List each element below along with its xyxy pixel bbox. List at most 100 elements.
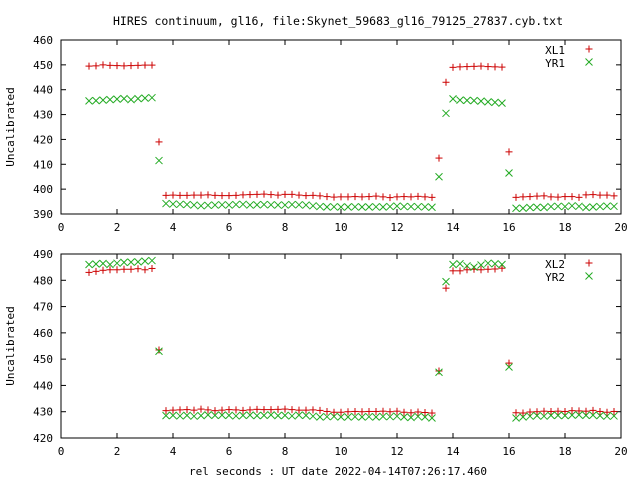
data-point <box>190 406 198 414</box>
data-point <box>344 193 352 201</box>
data-point <box>309 412 317 421</box>
x-tick-label: 10 <box>334 221 347 234</box>
data-point <box>274 191 282 199</box>
data-point <box>596 411 604 420</box>
data-point <box>99 259 107 268</box>
x-tick-label: 20 <box>614 445 627 458</box>
y-tick-label: 420 <box>33 133 53 146</box>
data-point <box>561 411 569 420</box>
data-point <box>484 259 492 268</box>
data-point <box>141 61 149 69</box>
data-point <box>533 408 541 416</box>
data-point <box>442 109 450 118</box>
data-point <box>477 97 485 106</box>
data-point <box>526 412 534 421</box>
data-point <box>414 192 422 200</box>
data-point <box>540 407 548 415</box>
x-tick-label: 18 <box>558 445 571 458</box>
data-point <box>134 94 142 103</box>
data-point <box>547 193 555 201</box>
data-point <box>379 407 387 415</box>
x-tick-label: 14 <box>446 445 460 458</box>
data-point <box>463 261 471 270</box>
data-point <box>176 200 184 209</box>
data-point <box>253 190 261 198</box>
data-point <box>92 267 100 275</box>
data-point <box>372 407 380 415</box>
data-point <box>456 259 464 268</box>
data-point <box>302 201 310 209</box>
data-point <box>505 148 513 156</box>
data-point <box>379 412 387 421</box>
data-point <box>148 61 156 69</box>
data-point <box>302 411 310 420</box>
data-point <box>421 202 429 211</box>
data-point <box>99 96 107 105</box>
data-point <box>183 200 191 209</box>
data-point <box>456 96 464 105</box>
data-point <box>267 200 275 209</box>
x-tick-label: 16 <box>502 445 515 458</box>
series-xl1 <box>85 61 618 202</box>
data-point <box>365 412 373 421</box>
data-point <box>260 406 268 414</box>
legend-top: XL1 YR1 <box>545 44 565 70</box>
data-point <box>211 201 219 209</box>
x-tick-label: 8 <box>282 221 289 234</box>
data-point <box>554 202 562 211</box>
data-point <box>106 266 114 274</box>
data-point <box>316 202 324 211</box>
data-point <box>204 406 212 414</box>
data-point <box>155 138 163 146</box>
data-point <box>330 412 338 421</box>
data-point <box>92 260 100 268</box>
data-point <box>519 413 527 421</box>
data-point <box>379 203 387 211</box>
data-point <box>505 169 513 177</box>
plot-bottom: Uncalibrated XL2 YR2 0 2 4 6 8 10 12 14 16 18 20 42… <box>4 248 628 458</box>
data-point <box>358 193 366 201</box>
data-point <box>239 411 247 420</box>
y-tick-label: 450 <box>33 59 53 72</box>
data-point <box>323 412 331 421</box>
data-point <box>176 191 184 199</box>
data-point <box>372 413 380 421</box>
data-point <box>337 413 345 421</box>
data-point <box>463 63 471 71</box>
data-point <box>505 363 513 371</box>
data-point <box>337 193 345 201</box>
data-point <box>267 191 275 199</box>
data-point <box>239 200 247 209</box>
data-point <box>295 191 303 199</box>
data-point <box>316 413 324 421</box>
data-point <box>512 409 520 417</box>
series-xl2 <box>85 264 618 417</box>
y-tick-label: 490 <box>33 248 53 261</box>
y-axis-label-top: Uncalibrated <box>4 87 17 166</box>
data-point <box>288 406 296 414</box>
data-point <box>274 201 282 209</box>
y-tick-label: 470 <box>33 301 53 314</box>
data-point <box>155 347 163 356</box>
data-point <box>526 203 534 212</box>
data-point <box>288 190 296 198</box>
data-point <box>603 412 611 421</box>
data-point <box>449 260 457 269</box>
data-point <box>547 202 555 211</box>
data-point <box>463 266 471 274</box>
data-point <box>554 407 562 415</box>
data-point <box>498 99 506 107</box>
data-point <box>512 414 520 422</box>
y-tick-label: 460 <box>33 327 53 340</box>
legend-marker-yr2 <box>585 272 593 280</box>
data-point <box>400 408 408 416</box>
data-point <box>610 412 618 420</box>
data-point <box>421 193 429 201</box>
data-point <box>603 191 611 199</box>
data-point <box>162 191 170 199</box>
x-tick-label: 12 <box>390 445 403 458</box>
data-point <box>148 264 156 272</box>
data-point <box>400 202 408 211</box>
y-tick-label: 420 <box>33 432 53 445</box>
data-point <box>274 405 282 413</box>
